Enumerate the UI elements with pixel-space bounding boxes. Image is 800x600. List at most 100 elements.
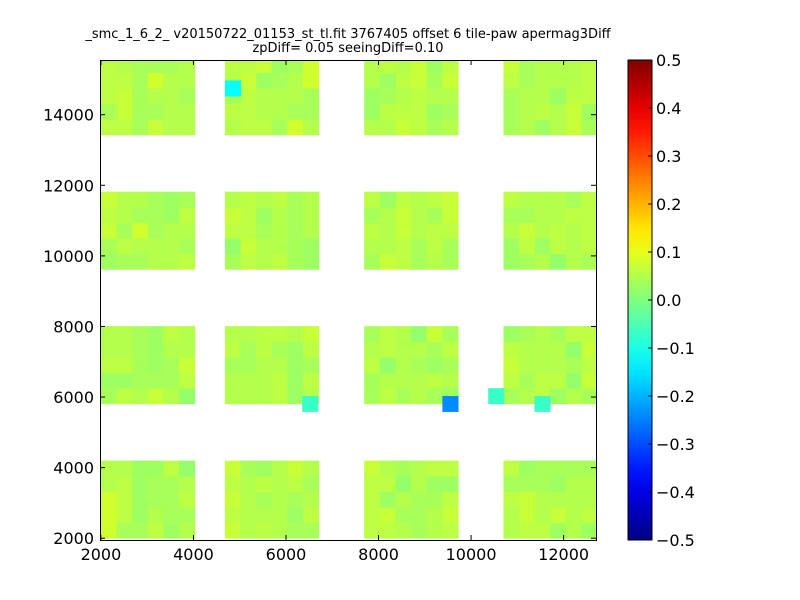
heatmap-cell bbox=[100, 253, 118, 270]
heatmap-cell bbox=[287, 388, 304, 405]
heatmap-cell bbox=[179, 522, 196, 539]
heatmap-cell bbox=[256, 60, 273, 74]
x-tick-label: 8000 bbox=[358, 545, 399, 564]
heatmap-cell bbox=[410, 119, 428, 136]
heatmap-cell bbox=[116, 207, 133, 224]
heatmap-cell bbox=[519, 60, 536, 74]
heatmap-cell bbox=[379, 103, 397, 120]
heatmap-cell bbox=[503, 60, 520, 74]
heatmap-cell bbox=[287, 326, 304, 343]
heatmap-cell bbox=[550, 326, 567, 343]
heatmap-cell bbox=[224, 119, 242, 136]
heatmap-cell bbox=[256, 119, 273, 136]
heatmap-cell bbox=[287, 103, 304, 120]
heatmap-cell bbox=[256, 253, 273, 270]
heatmap-cell bbox=[179, 491, 196, 508]
heatmap-cell bbox=[303, 507, 320, 524]
heatmap-cell bbox=[287, 372, 304, 389]
heatmap-cell bbox=[271, 341, 288, 358]
heatmap-cell bbox=[379, 491, 397, 508]
heatmap-cell bbox=[179, 119, 196, 136]
heatmap-cell bbox=[565, 72, 583, 89]
heatmap-cell bbox=[303, 491, 320, 508]
heatmap-cell bbox=[565, 88, 583, 105]
heatmap-cell bbox=[395, 119, 412, 136]
heatmap-cell bbox=[132, 88, 149, 105]
heatmap-cell bbox=[100, 238, 118, 255]
colorbar-tick-label: −0.1 bbox=[656, 339, 695, 358]
heatmap-cell bbox=[240, 460, 257, 477]
heatmap-cell bbox=[503, 388, 520, 405]
heatmap-cell bbox=[287, 119, 304, 136]
heatmap-cell bbox=[287, 253, 304, 270]
heatmap-cell bbox=[410, 491, 428, 508]
heatmap-cell bbox=[163, 326, 180, 343]
heatmap-cell bbox=[303, 103, 320, 120]
heatmap-cell bbox=[147, 388, 164, 405]
heatmap-cell bbox=[132, 460, 149, 477]
heatmap-cell bbox=[534, 103, 552, 120]
heatmap-cell bbox=[224, 253, 242, 270]
heatmap-cell bbox=[519, 119, 536, 136]
heatmap-cell bbox=[442, 476, 459, 493]
heatmap-cell bbox=[442, 88, 459, 105]
heatmap-cell bbox=[271, 460, 288, 477]
heatmap-cell bbox=[379, 88, 397, 105]
heatmap-cell bbox=[287, 357, 304, 374]
heatmap-cell bbox=[147, 207, 164, 224]
heatmap-cell bbox=[303, 253, 320, 270]
heatmap-cell bbox=[163, 222, 180, 239]
heatmap-cell bbox=[550, 357, 567, 374]
heatmap-cell bbox=[271, 88, 288, 105]
heatmap-cell bbox=[303, 326, 320, 343]
heatmap-cell bbox=[100, 119, 118, 136]
heatmap-cell bbox=[287, 60, 304, 74]
heatmap-cell bbox=[116, 357, 133, 374]
heatmap-cell bbox=[503, 460, 520, 477]
heatmap-cell bbox=[287, 491, 304, 508]
heatmap-cell bbox=[240, 522, 257, 539]
heatmap-cell bbox=[442, 191, 459, 208]
heatmap-cell bbox=[364, 507, 381, 524]
heatmap-cell bbox=[271, 60, 288, 74]
heatmap-cell bbox=[550, 522, 567, 539]
heatmap-cell bbox=[581, 72, 597, 89]
heatmap-cell bbox=[395, 207, 412, 224]
heatmap-cell bbox=[503, 72, 520, 89]
y-tick-label: 6000 bbox=[53, 388, 94, 407]
heatmap-cell bbox=[240, 326, 257, 343]
heatmap-cell bbox=[256, 476, 273, 493]
heatmap-cell bbox=[426, 103, 443, 120]
heatmap-cell bbox=[550, 372, 567, 389]
heatmap-cell bbox=[410, 326, 428, 343]
heatmap-cell bbox=[565, 507, 583, 524]
heatmap-cell-outlier bbox=[224, 80, 242, 97]
heatmap-cell bbox=[581, 103, 597, 120]
heatmap-cell bbox=[534, 460, 552, 477]
x-tick-label: 2000 bbox=[81, 545, 122, 564]
y-tick-label: 4000 bbox=[53, 459, 94, 478]
heatmap-cell bbox=[519, 476, 536, 493]
heatmap-cell bbox=[147, 460, 164, 477]
heatmap-cell bbox=[550, 476, 567, 493]
heatmap-cell bbox=[379, 372, 397, 389]
heatmap-cell bbox=[240, 388, 257, 405]
heatmap-cell bbox=[132, 476, 149, 493]
heatmap-cell bbox=[565, 372, 583, 389]
heatmap-cell bbox=[179, 238, 196, 255]
heatmap-cell bbox=[287, 72, 304, 89]
heatmap-cell bbox=[132, 238, 149, 255]
heatmap-cell bbox=[240, 476, 257, 493]
heatmap-cell bbox=[379, 191, 397, 208]
heatmap-cell bbox=[395, 222, 412, 239]
heatmap-cell bbox=[410, 357, 428, 374]
heatmap-cell bbox=[426, 88, 443, 105]
heatmap-cell bbox=[240, 191, 257, 208]
heatmap-cell bbox=[147, 372, 164, 389]
heatmap-cell bbox=[534, 72, 552, 89]
heatmap-cell bbox=[534, 191, 552, 208]
heatmap-cell bbox=[426, 60, 443, 74]
heatmap-cell bbox=[565, 238, 583, 255]
heatmap-cell bbox=[519, 372, 536, 389]
heatmap-cell bbox=[179, 326, 196, 343]
